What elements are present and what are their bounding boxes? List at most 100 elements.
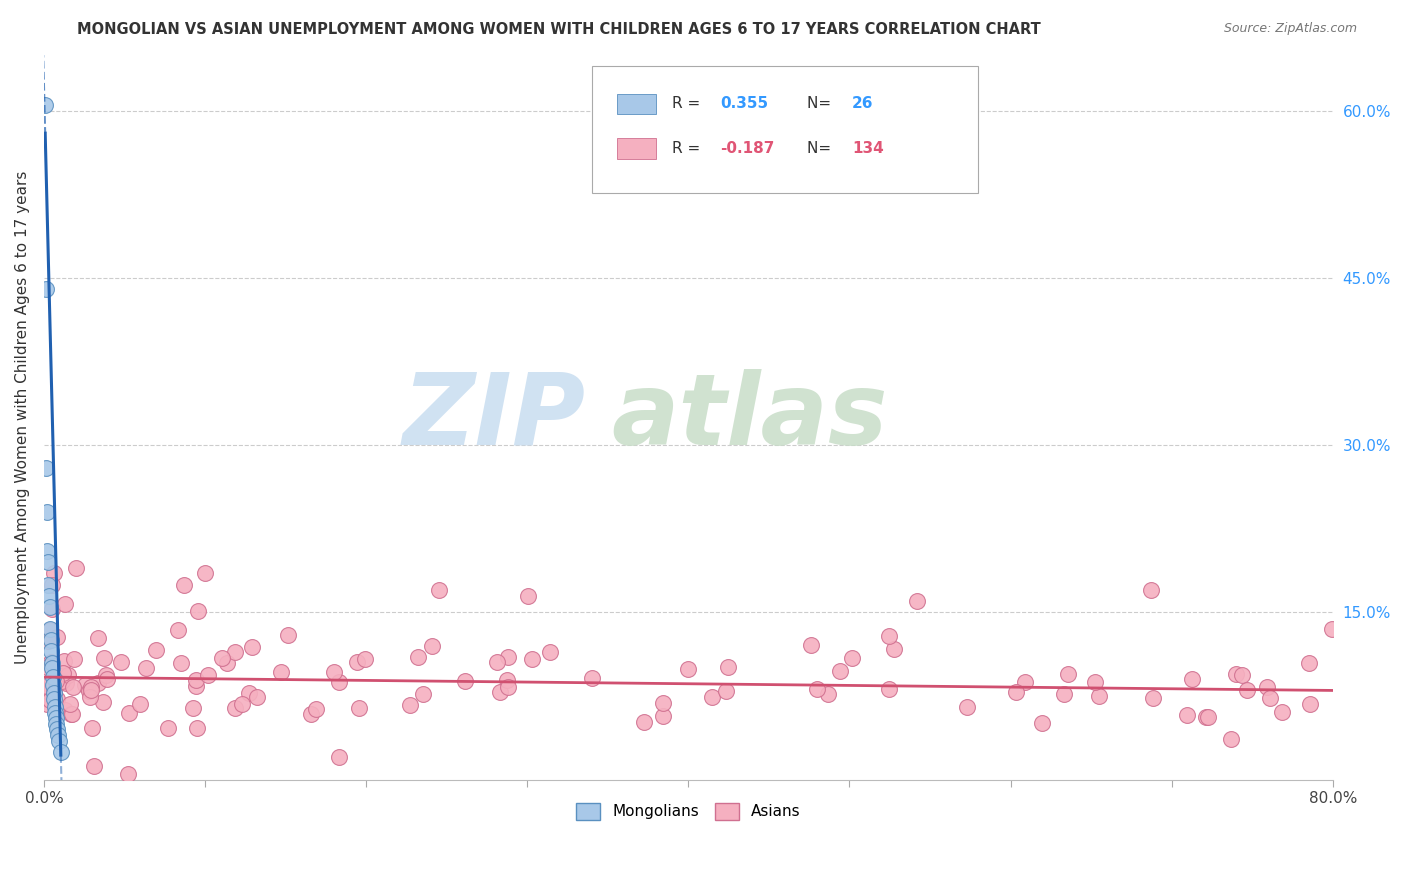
Point: [53, 597, 76, 611]
Point: [1236, 683, 1258, 698]
Point: [1258, 691, 1281, 706]
Point: [240, 640, 263, 655]
Point: [1031, 715, 1053, 730]
FancyBboxPatch shape: [592, 66, 979, 193]
Point: [347, 701, 370, 715]
Point: [1230, 668, 1253, 682]
Point: [46, 692, 69, 706]
Point: [496, 673, 519, 688]
Point: [87, 676, 110, 690]
Point: [91, 695, 114, 709]
Point: [41, 602, 63, 616]
Point: [1298, 656, 1320, 670]
Point: [52, 654, 75, 668]
Y-axis label: Unemployment Among Women with Children Ages 6 to 17 years: Unemployment Among Women with Children A…: [15, 170, 30, 664]
Point: [516, 589, 538, 603]
Point: [39, 633, 62, 648]
Point: [1005, 685, 1028, 699]
Point: [879, 682, 901, 697]
Text: N=: N=: [807, 141, 837, 156]
Point: [35, 460, 58, 475]
Point: [37, 544, 59, 558]
Point: [496, 680, 519, 694]
Point: [184, 673, 207, 687]
Point: [217, 656, 239, 670]
Point: [1088, 689, 1111, 703]
Point: [42, 566, 65, 581]
Point: [406, 650, 429, 665]
FancyBboxPatch shape: [617, 94, 657, 114]
Point: [422, 639, 444, 653]
Text: R =: R =: [672, 141, 704, 156]
Point: [277, 628, 299, 642]
Point: [42, 686, 65, 700]
Point: [73, 678, 96, 692]
Point: [37, 577, 59, 591]
Point: [42, 685, 65, 699]
Point: [1084, 675, 1107, 690]
Point: [46, 728, 69, 742]
Point: [489, 685, 512, 699]
Point: [34, 282, 56, 296]
FancyBboxPatch shape: [617, 138, 657, 159]
Point: [39, 657, 62, 671]
Point: [39, 655, 62, 669]
Text: -0.187: -0.187: [720, 141, 775, 156]
Point: [83, 758, 105, 772]
Point: [246, 690, 269, 704]
Point: [817, 687, 839, 701]
Point: [1256, 680, 1278, 694]
Point: [714, 683, 737, 698]
Point: [238, 685, 260, 699]
Point: [60, 707, 83, 722]
Point: [87, 631, 110, 645]
Point: [145, 642, 167, 657]
Point: [35, 660, 58, 674]
Point: [34, 98, 56, 112]
Point: [135, 660, 157, 674]
Point: [63, 652, 86, 666]
Point: [1014, 674, 1036, 689]
Point: [194, 566, 217, 581]
Point: [39, 692, 62, 706]
Point: [299, 706, 322, 721]
Point: [65, 561, 87, 575]
Point: [1053, 687, 1076, 701]
Point: [197, 668, 219, 682]
Point: [1175, 708, 1198, 723]
Point: [538, 645, 561, 659]
Point: [41, 577, 63, 591]
Point: [676, 662, 699, 676]
Point: [93, 651, 115, 665]
Point: [231, 697, 253, 711]
Point: [38, 589, 60, 603]
Point: [841, 651, 863, 665]
Point: [59, 697, 82, 711]
Text: Source: ZipAtlas.com: Source: ZipAtlas.com: [1223, 22, 1357, 36]
Point: [46, 723, 69, 737]
Point: [45, 673, 67, 688]
Point: [62, 681, 84, 695]
Point: [800, 638, 823, 652]
Point: [37, 634, 59, 648]
Point: [77, 683, 100, 698]
Point: [35, 505, 58, 519]
Point: [37, 555, 59, 569]
Point: [716, 660, 738, 674]
Point: [270, 665, 292, 680]
Point: [186, 721, 208, 735]
Legend: Mongolians, Asians: Mongolians, Asians: [569, 797, 807, 826]
Point: [1057, 666, 1080, 681]
Point: [38, 599, 60, 614]
Point: [323, 665, 346, 679]
Point: [51, 674, 73, 689]
Point: [187, 604, 209, 618]
Point: [429, 583, 451, 598]
Text: 0.355: 0.355: [720, 96, 769, 112]
Point: [48, 733, 70, 747]
Point: [42, 678, 65, 692]
Point: [129, 697, 152, 711]
Point: [46, 630, 69, 644]
Point: [38, 623, 60, 637]
Point: [55, 676, 77, 690]
